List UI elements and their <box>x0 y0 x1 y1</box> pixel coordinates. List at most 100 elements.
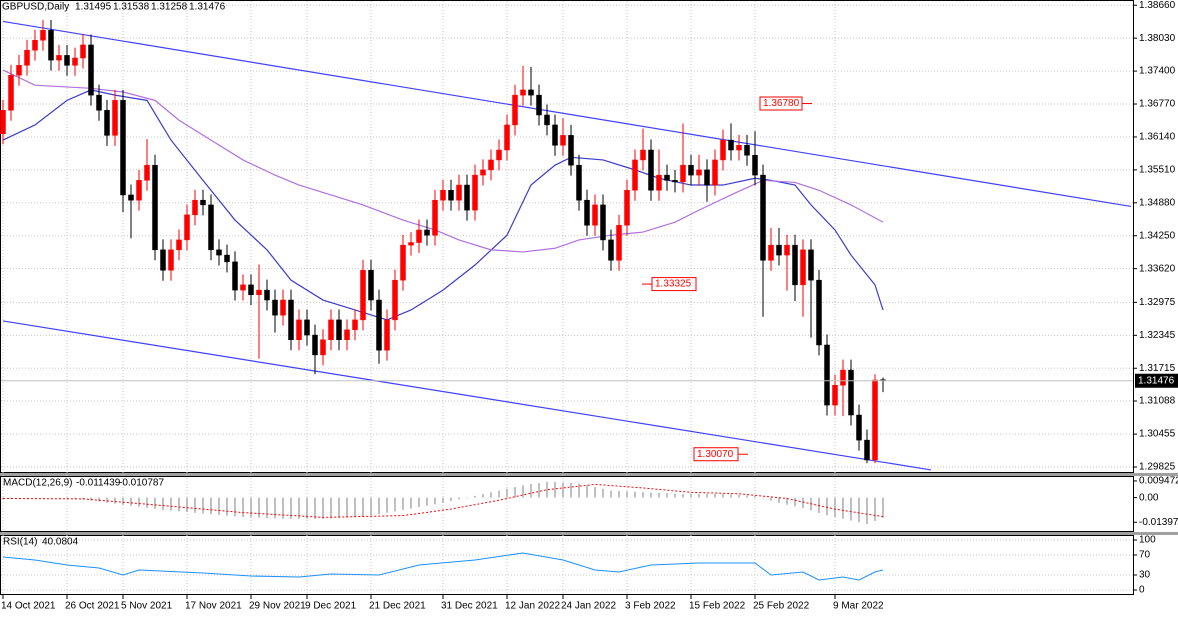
macd-bar <box>274 497 276 519</box>
macd-bar <box>778 497 780 503</box>
candle-body <box>744 145 750 156</box>
macd-bar <box>442 497 444 503</box>
candle-body <box>152 164 158 251</box>
macd-bar <box>690 494 692 498</box>
panel-separator <box>0 473 1178 476</box>
macd-bar <box>90 497 92 501</box>
y-tick-label: 1.36770 <box>1139 99 1176 110</box>
macd-signal-line <box>2 483 884 518</box>
x-tick-label: 9 Dec 2021 <box>305 601 357 612</box>
macd-bar <box>234 497 236 517</box>
header-open: 1.31495 <box>75 2 112 13</box>
current-price-label: 1.31476 <box>1138 375 1175 386</box>
candle-body <box>344 329 350 341</box>
macd-bar <box>666 493 668 498</box>
candle-body <box>416 229 422 243</box>
macd-bar <box>410 497 412 509</box>
candle-body <box>720 139 726 161</box>
macd-bar <box>674 493 676 498</box>
main-panel-frame <box>0 0 1134 473</box>
macd-bar <box>290 497 292 519</box>
macd-bar <box>522 485 524 498</box>
macd-bar <box>754 495 756 498</box>
candle-body <box>696 169 702 176</box>
y-tick-label: 70 <box>1139 550 1151 561</box>
y-tick-label: 1.32345 <box>1139 330 1176 341</box>
macd-label: MACD(12,26,9) <box>3 478 72 489</box>
symbol: GBPUSD,Daily <box>2 2 69 13</box>
candle-body <box>576 164 582 201</box>
y-tick-label: 0 <box>1139 585 1145 596</box>
macd-bar <box>610 490 612 498</box>
y-tick-label: 1.34880 <box>1139 197 1176 208</box>
macd-bar <box>226 497 228 516</box>
candle-body <box>456 184 462 201</box>
macd-bar <box>466 497 468 499</box>
candle-body <box>256 289 262 296</box>
annotation-box <box>693 447 739 462</box>
y-tick-label: 1.30455 <box>1139 429 1176 440</box>
candles <box>0 19 886 464</box>
macd-bar <box>106 497 108 503</box>
candle-body <box>792 244 798 286</box>
macd-signal-value: -0.010787 <box>119 478 164 489</box>
macd-bar <box>498 490 500 498</box>
macd-bar <box>562 482 564 498</box>
candle-body <box>88 44 94 96</box>
candle-body <box>584 199 590 226</box>
macd-bar <box>578 483 580 498</box>
candle-body <box>304 319 310 336</box>
macd-bar <box>490 492 492 498</box>
overlay-line <box>2 320 932 471</box>
x-tick-label: 3 Feb 2022 <box>625 601 676 612</box>
x-tick-label: 26 Oct 2021 <box>65 601 120 612</box>
candle-body <box>808 249 814 281</box>
macd-bar <box>570 482 572 498</box>
macd-bar <box>738 494 740 498</box>
macd-bar <box>730 494 732 498</box>
macd-bar <box>242 497 244 518</box>
candle-body <box>840 369 846 386</box>
y-tick-label: 0.00 <box>1139 492 1159 503</box>
macd-bar <box>50 497 52 499</box>
candle-body <box>592 204 598 226</box>
candle-body <box>48 30 54 61</box>
candle-body <box>360 269 366 321</box>
macd-bar <box>434 497 436 505</box>
macd-bar <box>514 487 516 498</box>
candle-body <box>136 180 142 201</box>
candle-body <box>440 190 446 201</box>
candle-body <box>0 110 6 135</box>
candle-body <box>168 249 174 271</box>
candle-body <box>384 319 390 351</box>
macd-bar <box>114 497 116 504</box>
candle-body <box>408 242 414 246</box>
candle-body <box>264 289 270 301</box>
candle-body <box>624 190 630 226</box>
candle-body <box>224 254 230 263</box>
macd-bar <box>658 493 660 498</box>
candle-body <box>368 269 374 301</box>
candle-body <box>144 164 150 181</box>
header-low: 1.31258 <box>151 2 188 13</box>
x-tick-label: 9 Mar 2022 <box>833 601 884 612</box>
candle-body <box>120 100 126 196</box>
x-tick-label: 24 Jan 2022 <box>561 601 616 612</box>
macd-bar <box>882 497 884 518</box>
candle-body <box>848 369 854 416</box>
macd-bar <box>482 494 484 498</box>
macd-bar <box>138 497 140 507</box>
macd-bar <box>394 497 396 512</box>
y-tick-label: 1.38030 <box>1139 33 1176 44</box>
macd-bar <box>554 482 556 498</box>
rsi-panel-frame <box>0 535 1134 595</box>
macd-bar <box>370 497 372 516</box>
candle-body <box>760 174 766 261</box>
macd-bar <box>506 488 508 498</box>
candle-body <box>400 244 406 281</box>
annotation-label: 1.33325 <box>655 279 692 290</box>
macd-bar <box>298 497 300 519</box>
x-tick-label: 21 Dec 2021 <box>369 601 426 612</box>
